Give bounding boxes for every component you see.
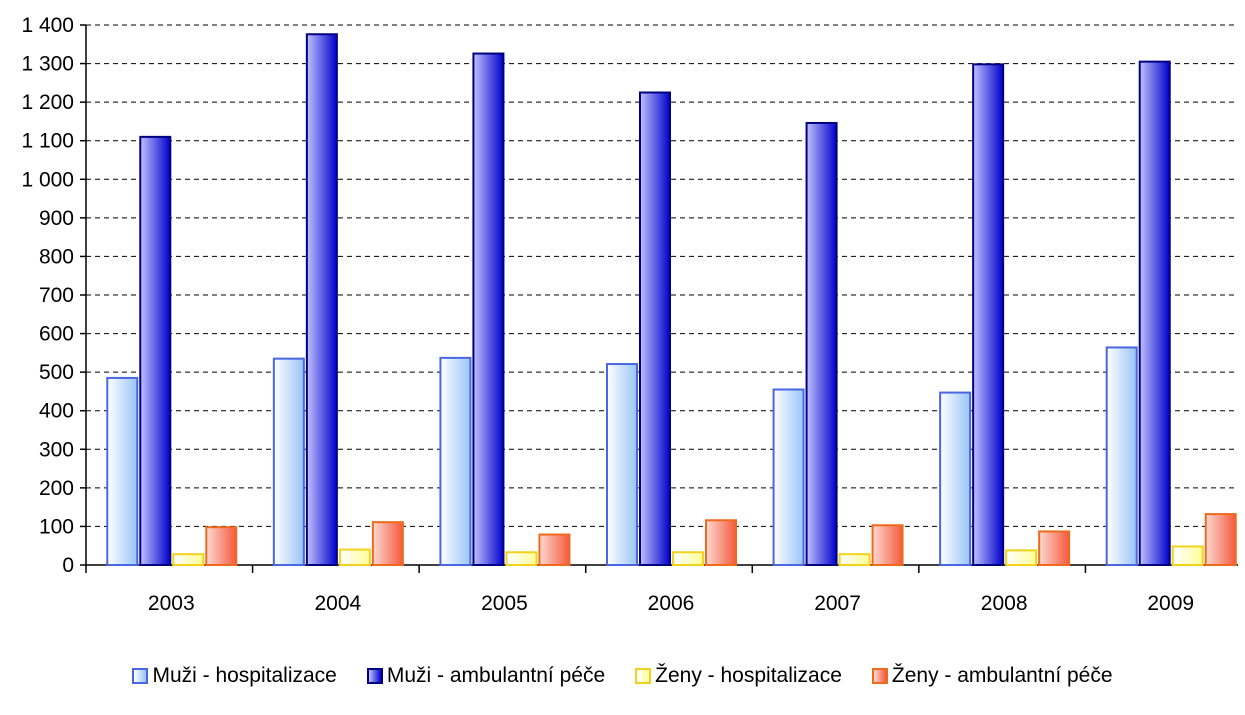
legend-label: Ženy - hospitalizace — [655, 664, 842, 687]
bar — [1204, 513, 1237, 566]
y-tick-label: 1 400 — [21, 14, 74, 37]
bar — [272, 357, 305, 566]
bar — [639, 91, 671, 566]
y-tick-label: 800 — [39, 245, 74, 268]
y-tick-label: 1 000 — [21, 168, 74, 191]
legend-label: Ženy - ambulantní péče — [891, 664, 1113, 687]
x-tick-label: 2007 — [814, 592, 861, 615]
y-tick-label: 400 — [39, 400, 74, 423]
bar — [106, 376, 139, 566]
bar — [972, 63, 1005, 566]
bar — [838, 553, 871, 567]
y-tick-label: 500 — [39, 361, 74, 384]
bar — [371, 521, 404, 567]
bar — [705, 519, 737, 566]
legend-swatch — [871, 668, 888, 684]
legend-item: Muži - hospitalizace — [132, 664, 337, 688]
bar — [472, 52, 505, 567]
x-tick-label: 2004 — [314, 592, 361, 615]
y-tick-label: 300 — [39, 438, 74, 461]
y-tick-label: 900 — [39, 207, 74, 230]
bar — [1005, 549, 1038, 566]
bar — [871, 524, 904, 566]
x-tick-label: 2009 — [1147, 592, 1194, 615]
legend-swatch — [635, 668, 652, 684]
bar — [805, 121, 838, 566]
legend-label: Muži - ambulantní péče — [386, 664, 606, 687]
y-tick-label: 100 — [39, 515, 74, 538]
bar — [205, 526, 238, 567]
bar — [305, 33, 338, 566]
y-tick-label: 1 200 — [21, 91, 74, 114]
y-tick-label: 600 — [39, 323, 74, 346]
legend-swatch — [132, 668, 149, 684]
y-tick-label: 1 100 — [21, 130, 74, 153]
x-tick-label: 2005 — [481, 592, 528, 615]
legend-item: Ženy - ambulantní péče — [871, 664, 1113, 688]
bar — [439, 356, 472, 566]
bar — [1105, 346, 1138, 567]
y-tick-label: 700 — [39, 284, 74, 307]
bar — [606, 363, 638, 566]
x-tick-label: 2003 — [148, 592, 195, 615]
legend-item: Ženy - hospitalizace — [635, 664, 842, 688]
chart-legend: Muži - hospitalizace Muži - ambulantní pé… — [0, 664, 1245, 688]
bar — [538, 533, 571, 566]
bar — [1138, 60, 1171, 567]
y-tick-label: 0 — [62, 554, 74, 577]
x-tick-label: 2008 — [981, 592, 1028, 615]
bar-chart: 0 100 200 300 400 500 600 700 800 900 1 000 1 100 1 … — [21, 14, 1238, 615]
legend-item: Muži - ambulantní péče — [366, 664, 606, 688]
bar — [939, 391, 972, 567]
legend-label: Muži - hospitalizace — [152, 664, 337, 687]
x-tick-label: 2006 — [648, 592, 695, 615]
bar — [672, 551, 704, 566]
bar — [338, 548, 371, 566]
y-tick-label: 1 300 — [21, 53, 74, 76]
bar — [1171, 545, 1204, 567]
legend-swatch — [366, 668, 383, 684]
bar — [139, 135, 172, 566]
bar — [1038, 530, 1071, 567]
bar — [172, 553, 205, 567]
bar — [772, 388, 805, 566]
y-tick-label: 200 — [39, 477, 74, 500]
bar — [505, 551, 538, 566]
